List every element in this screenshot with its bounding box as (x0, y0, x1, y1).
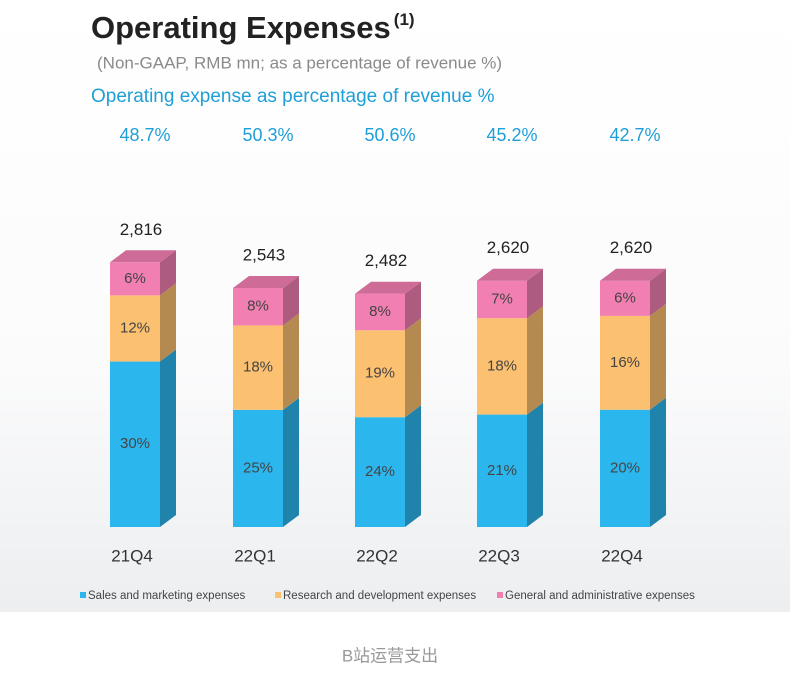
ratio-heading: Operating expense as percentage of reven… (91, 86, 495, 107)
segment-label: 20% (610, 459, 640, 476)
legend-label: General and administrative expenses (505, 590, 695, 602)
bar-segment (477, 414, 527, 527)
bar-segment (355, 417, 405, 527)
bar-side (527, 268, 543, 319)
bar-side (283, 275, 299, 326)
total-label: 2,482 (365, 251, 408, 270)
segment-label: 18% (243, 359, 273, 376)
segment-label: 8% (369, 303, 391, 320)
ratio-label: 50.3% (242, 125, 293, 145)
x-tick-label: 22Q1 (234, 546, 276, 565)
total-label: 2,543 (243, 245, 286, 264)
bar-segment (600, 315, 650, 410)
bar-top (233, 275, 299, 288)
bar-segment (233, 287, 283, 326)
bar-top (477, 268, 543, 281)
bar-side (283, 397, 299, 527)
bar-side (160, 250, 176, 296)
x-tick-label: 22Q3 (478, 546, 520, 565)
segment-label: 16% (610, 354, 640, 371)
bar-segment (233, 409, 283, 527)
total-label: 2,620 (610, 238, 653, 257)
bar-segment (110, 262, 160, 296)
subtitle: (Non-GAAP, RMB mn; as a percentage of re… (97, 53, 502, 72)
segment-label: 12% (120, 319, 150, 336)
legend-swatch (80, 592, 86, 598)
ratio-label: 42.7% (609, 125, 660, 145)
bar-side (650, 397, 666, 527)
x-tick-label: 22Q2 (356, 546, 398, 565)
bar-segment (233, 325, 283, 410)
segment-label: 30% (120, 435, 150, 452)
legend-swatch (275, 592, 281, 598)
bar-segment (355, 330, 405, 418)
bar-side (160, 349, 176, 527)
bar-segment (355, 293, 405, 331)
bar-segment (110, 295, 160, 362)
chart-title: Operating Expenses (1) (91, 10, 415, 45)
total-label: 2,620 (487, 238, 530, 257)
bar-segment (477, 318, 527, 415)
segment-label: 24% (365, 463, 395, 480)
bar-side (160, 283, 176, 362)
bar-side (283, 313, 299, 410)
segment-label: 7% (491, 290, 513, 307)
ratio-label: 45.2% (486, 125, 537, 145)
caption: B站运营支出 (342, 646, 438, 665)
bar-side (650, 303, 666, 410)
bar-top (600, 268, 666, 281)
bar-side (650, 268, 666, 316)
title-note: (1) (394, 10, 415, 29)
x-tick-label: 22Q4 (601, 546, 643, 565)
segment-label: 8% (247, 298, 269, 315)
bar-side (527, 402, 543, 527)
x-tick-label: 21Q4 (111, 546, 153, 565)
bar-side (405, 405, 421, 527)
ratio-label: 48.7% (119, 125, 170, 145)
segment-label: 25% (243, 459, 273, 476)
legend-swatch (497, 592, 503, 598)
legend-label: Sales and marketing expenses (88, 590, 246, 602)
bar-segment (600, 280, 650, 316)
bar-segment (477, 280, 527, 319)
segment-label: 21% (487, 462, 517, 479)
segment-label: 19% (365, 365, 395, 382)
segment-label: 6% (124, 270, 146, 287)
segment-label: 18% (487, 357, 517, 374)
bar-top (355, 281, 421, 294)
bar-segment (110, 361, 160, 527)
ratio-label: 50.6% (364, 125, 415, 145)
total-label: 2,816 (120, 220, 163, 239)
title-text: Operating Expenses (91, 10, 391, 45)
bar-side (405, 318, 421, 418)
bar-side (527, 306, 543, 415)
legend-label: Research and development expenses (283, 590, 476, 602)
bar-side (405, 281, 421, 331)
segment-label: 6% (614, 289, 636, 306)
bar-top (110, 250, 176, 263)
bar-segment (600, 409, 650, 527)
